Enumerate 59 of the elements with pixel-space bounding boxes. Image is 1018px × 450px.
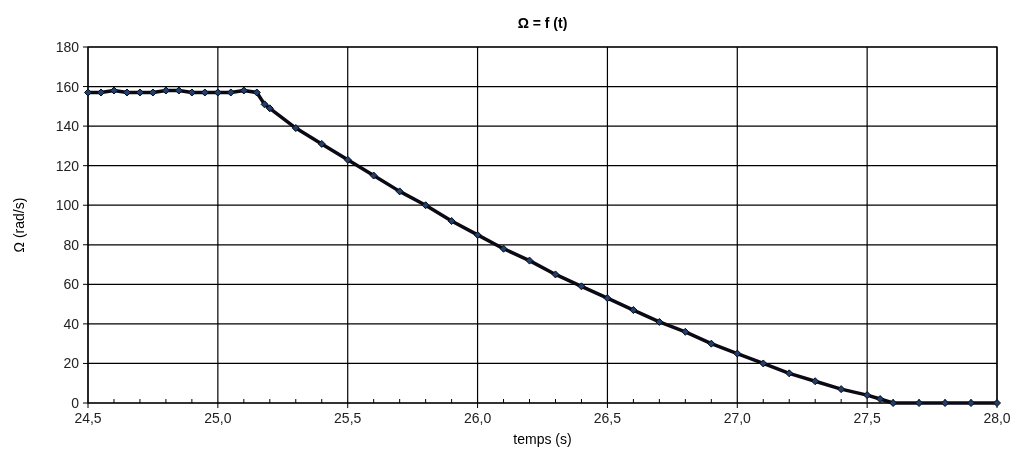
point: [603, 294, 612, 303]
point: [161, 86, 170, 95]
point: [577, 282, 586, 291]
y-tick-label: 160: [55, 78, 80, 95]
y-tick-label: 40: [63, 315, 80, 332]
point: [863, 391, 872, 400]
point: [213, 88, 222, 97]
y-tick-label: 180: [55, 39, 80, 55]
point: [200, 88, 209, 97]
point: [226, 88, 235, 97]
x-tick-label: 24,5: [74, 410, 102, 426]
y-tick-label: 0: [71, 395, 80, 411]
point: [759, 359, 768, 368]
y-tick-label: 120: [55, 157, 80, 174]
x-tick-label: 27,5: [853, 410, 881, 426]
y-tick-label: 20: [63, 355, 80, 372]
x-tick-label: 25,5: [334, 410, 362, 426]
x-tick-label: 26,5: [593, 410, 622, 426]
y-axis-title: Ω (rad/s): [11, 197, 27, 253]
point: [174, 86, 183, 95]
y-tick-label: 60: [63, 276, 80, 293]
x-tick-label: 26,0: [463, 410, 492, 426]
point: [291, 124, 300, 133]
point: [785, 369, 794, 378]
point: [837, 385, 846, 394]
point: [122, 88, 131, 97]
point: [252, 88, 261, 97]
point: [811, 377, 820, 386]
point: [525, 256, 534, 265]
point: [876, 395, 885, 404]
x-tick-label: 25,0: [204, 410, 232, 426]
x-axis-title: temps (s): [513, 431, 572, 447]
point: [733, 349, 742, 358]
point: [681, 327, 690, 336]
y-tick-label: 140: [55, 118, 80, 135]
point: [135, 88, 144, 97]
point: [447, 217, 456, 226]
point: [265, 104, 274, 113]
chart-title: Ω = f (t): [517, 15, 568, 31]
point: [473, 230, 482, 239]
point: [499, 244, 508, 253]
y-tick-label: 100: [55, 197, 80, 214]
point: [343, 155, 352, 164]
point: [148, 88, 157, 97]
x-tick-label: 27,0: [723, 410, 752, 426]
point: [655, 317, 664, 326]
point: [239, 86, 248, 95]
point: [629, 306, 638, 315]
point: [187, 88, 196, 97]
point: [889, 399, 898, 407]
point: [317, 139, 326, 148]
x-tick-label: 28,0: [983, 410, 1011, 426]
point: [369, 171, 378, 180]
y-tick-label: 80: [63, 236, 80, 253]
point: [260, 100, 269, 109]
point: [395, 187, 404, 196]
point: [421, 201, 430, 210]
point: [707, 339, 716, 348]
point: [551, 270, 560, 279]
